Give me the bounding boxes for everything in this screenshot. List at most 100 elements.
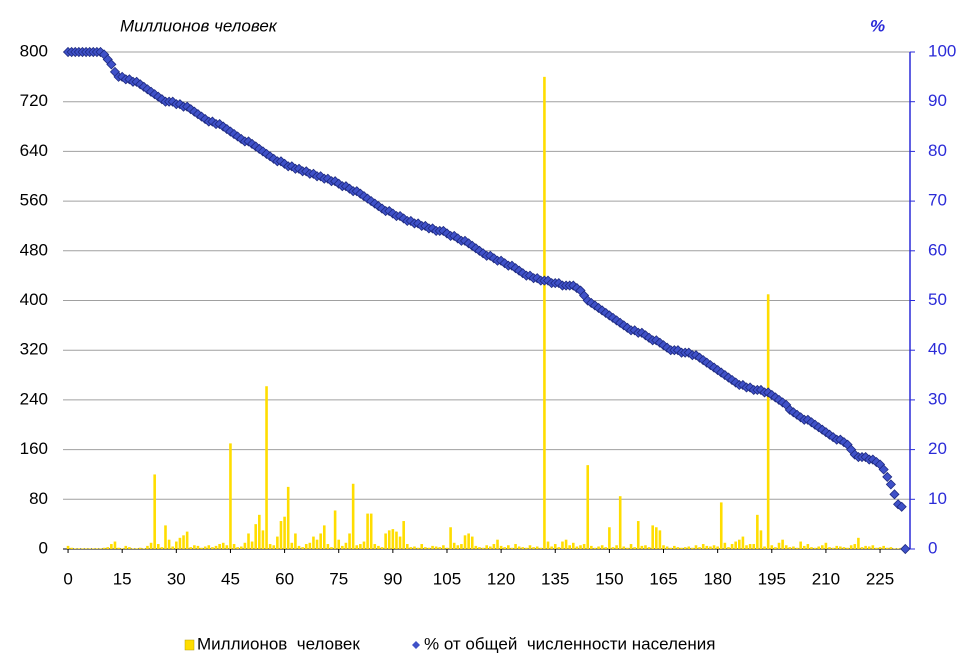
bar — [218, 544, 221, 549]
y2-tick-label: 60 — [928, 240, 947, 259]
bar — [355, 545, 359, 549]
bar — [398, 536, 402, 549]
bar — [716, 546, 719, 549]
bar — [579, 545, 582, 549]
bar — [600, 545, 604, 549]
bar — [528, 545, 532, 549]
bar — [860, 547, 864, 549]
bar — [658, 530, 662, 549]
bar — [673, 545, 676, 549]
bar — [128, 547, 131, 549]
bar — [774, 547, 777, 549]
bar — [175, 541, 178, 549]
bar — [239, 546, 243, 549]
bar — [849, 545, 853, 549]
bar — [810, 547, 813, 549]
bar — [608, 527, 611, 549]
bar — [640, 545, 644, 549]
bar — [842, 547, 846, 549]
x-tick-label: 30 — [167, 569, 186, 588]
bar — [84, 548, 88, 549]
bar — [156, 544, 160, 549]
bar — [882, 545, 885, 549]
bar — [380, 547, 384, 549]
bar — [712, 545, 716, 549]
bar — [766, 294, 770, 549]
bar — [615, 545, 618, 549]
bar — [499, 545, 503, 549]
bar — [792, 546, 795, 549]
bar — [470, 536, 474, 549]
bar — [662, 545, 665, 549]
bar — [824, 542, 828, 549]
bar — [232, 544, 236, 549]
x-tick-label: 135 — [541, 569, 569, 588]
bar — [373, 544, 377, 549]
bar — [795, 547, 799, 549]
bar — [445, 547, 449, 549]
bar — [676, 547, 680, 549]
bar — [626, 547, 629, 549]
bar — [687, 546, 691, 549]
bar — [193, 545, 196, 549]
bar — [138, 547, 142, 549]
bar — [864, 545, 867, 549]
bar — [885, 547, 889, 549]
bar — [467, 533, 470, 549]
y2-tick-label: 0 — [928, 538, 937, 557]
bar — [575, 546, 579, 549]
bar — [290, 542, 294, 549]
x-tick-label: 0 — [63, 569, 72, 588]
bar — [611, 547, 615, 549]
bar — [871, 545, 875, 549]
bar — [366, 513, 369, 549]
bar — [777, 542, 781, 549]
bar — [817, 546, 820, 549]
bar — [510, 547, 514, 549]
bar — [384, 533, 387, 549]
bar — [763, 546, 766, 549]
bar — [265, 386, 268, 549]
bar — [654, 527, 658, 549]
bar — [557, 547, 561, 549]
y-tick-label: 0 — [39, 538, 48, 557]
bar — [456, 545, 460, 549]
bar — [683, 547, 687, 549]
bar — [113, 541, 117, 549]
bar — [416, 547, 420, 549]
bar — [535, 546, 539, 549]
bar — [308, 542, 312, 549]
bar — [391, 529, 395, 549]
bar — [95, 548, 99, 549]
bar — [229, 443, 232, 549]
bar — [247, 533, 250, 549]
bar — [857, 537, 860, 549]
bar — [719, 502, 723, 549]
bar — [568, 545, 571, 549]
bar — [312, 536, 315, 549]
bar — [867, 546, 871, 549]
bar — [633, 547, 636, 549]
bar — [258, 514, 261, 549]
bar — [813, 547, 817, 549]
bar — [395, 531, 398, 549]
marker — [882, 471, 893, 483]
bar — [77, 548, 81, 549]
bar — [211, 547, 214, 549]
legend-label: Миллионов человек — [197, 634, 360, 653]
bar — [644, 545, 647, 549]
bar — [893, 548, 896, 549]
y2-tick-label: 80 — [928, 141, 947, 160]
bar — [571, 542, 575, 549]
y2-tick-label: 40 — [928, 340, 947, 359]
bar — [839, 546, 842, 549]
bar — [250, 541, 254, 549]
bar — [420, 544, 424, 549]
bar — [691, 547, 694, 549]
bar — [301, 547, 304, 549]
bar — [99, 548, 102, 549]
bar — [124, 545, 128, 549]
x-tick-label: 165 — [649, 569, 677, 588]
bar — [647, 547, 651, 549]
bar — [88, 548, 92, 549]
